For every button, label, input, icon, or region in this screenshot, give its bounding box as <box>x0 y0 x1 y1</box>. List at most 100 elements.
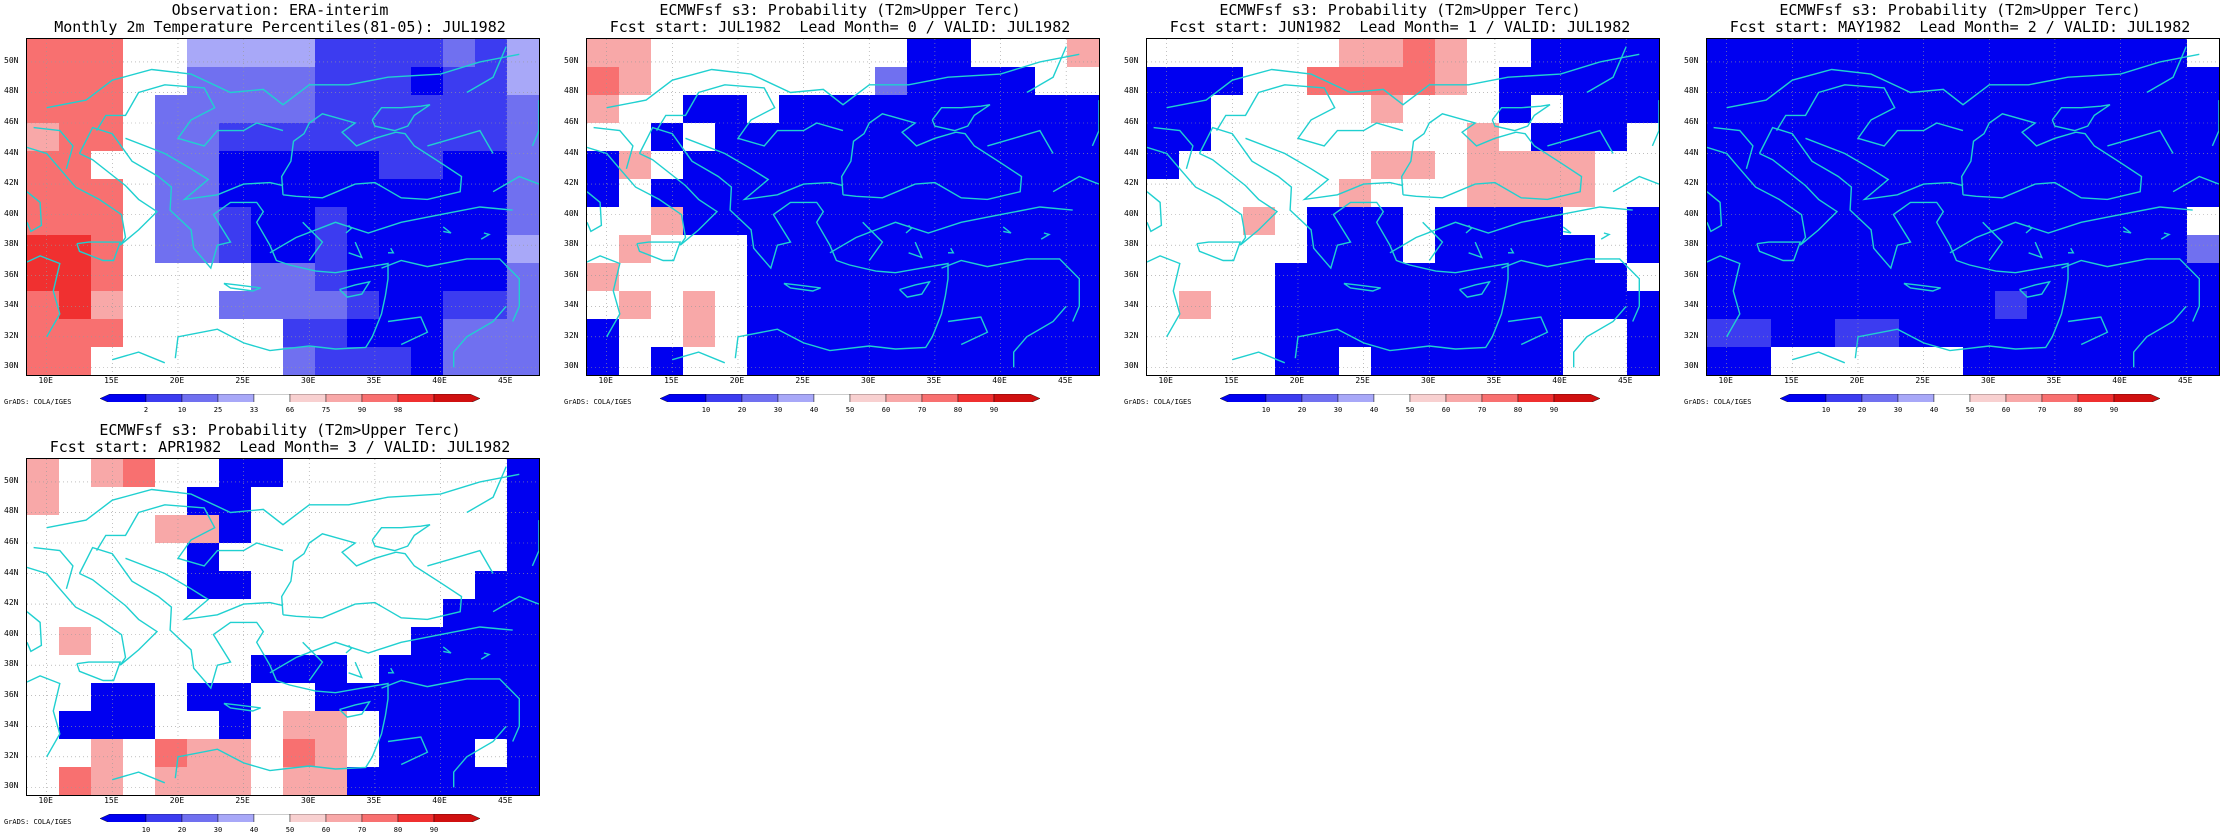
grid-cell <box>651 291 684 320</box>
grid-cell <box>315 347 348 375</box>
colorbar-label: 70 <box>1477 406 1487 414</box>
grid-cell <box>939 67 972 96</box>
grid-cell <box>347 459 380 488</box>
grid-cell <box>2187 39 2219 68</box>
grid-cell <box>1035 151 1068 180</box>
grid-cell <box>507 459 539 488</box>
grid-cell <box>219 95 252 124</box>
grid-cell <box>475 179 508 208</box>
grid-cell <box>843 39 876 68</box>
grid-cell <box>971 207 1004 236</box>
grid-cell <box>1403 207 1436 236</box>
coastline <box>453 305 507 368</box>
grid-cell <box>251 151 284 180</box>
grid-cell <box>651 235 684 264</box>
grid-cell <box>1035 179 1068 208</box>
grid-cell <box>1243 347 1276 375</box>
grid-cell <box>939 123 972 152</box>
colorbar-swatch <box>181 814 219 822</box>
grid-cell <box>2155 347 2188 375</box>
coastline <box>27 566 159 666</box>
colorbar-label: 40 <box>249 826 259 834</box>
grid-cell <box>2027 151 2060 180</box>
grid-cell <box>619 263 652 292</box>
grid-cell <box>1739 291 1772 320</box>
grid-cell <box>1931 319 1964 348</box>
grid-cell <box>1147 67 1180 96</box>
lat-tick-label: 30N <box>564 361 579 371</box>
colorbar-swatch <box>1481 394 1519 402</box>
grid-cell <box>1595 291 1628 320</box>
grid-cell <box>1995 67 2028 96</box>
grid-cell <box>1627 291 1659 320</box>
colorbar-label: 90 <box>1549 406 1559 414</box>
grid-cell <box>651 151 684 180</box>
grid-cell <box>2027 39 2060 68</box>
grid-cell <box>587 123 620 152</box>
colorbar-swatch <box>2077 394 2115 402</box>
colorbar-swatch <box>253 394 291 402</box>
grid-cell <box>219 459 252 488</box>
coastline <box>899 280 932 298</box>
colorbar-swatch <box>217 814 255 822</box>
colorbar-swatch <box>361 394 399 402</box>
grid-cell <box>1499 123 1532 152</box>
grid-cell <box>443 179 476 208</box>
grid-cell <box>283 767 316 795</box>
coastline <box>1052 175 1099 193</box>
grid-cell <box>875 39 908 68</box>
grid-cell <box>91 151 124 180</box>
colorbar-label: 50 <box>1405 406 1415 414</box>
grid-cell <box>587 67 620 96</box>
grid-cell <box>59 487 92 516</box>
grid-cell <box>1739 39 1772 68</box>
grid-cell <box>155 39 188 68</box>
grid-cell <box>1003 39 1036 68</box>
grid-cell <box>1179 347 1212 375</box>
coastline <box>371 104 431 132</box>
grid-cell <box>971 67 1004 96</box>
lon-tick-label: 10E <box>38 376 53 385</box>
grid-cell <box>1867 39 1900 68</box>
grid-cell <box>1147 179 1180 208</box>
grid-cell <box>507 39 539 68</box>
colorbar-label: 90 <box>357 406 367 414</box>
grid-cell <box>1371 39 1404 68</box>
grid-cell <box>1035 67 1068 96</box>
grid-cell <box>347 487 380 516</box>
grid-cell <box>27 459 60 488</box>
grid-cell <box>187 459 220 488</box>
grid-cell <box>1499 291 1532 320</box>
grid-cell <box>123 179 156 208</box>
coastline <box>442 646 452 654</box>
coastline <box>1776 84 1964 147</box>
grid-cell <box>1739 263 1772 292</box>
grid-cell <box>1739 123 1772 152</box>
grid-cell <box>971 263 1004 292</box>
grid-cell <box>1963 347 1996 375</box>
grid-cell <box>971 39 1004 68</box>
lat-tick-label: 30N <box>1124 361 1139 371</box>
grid-cell <box>1307 207 1340 236</box>
grid-cell <box>91 67 124 96</box>
grid-cell <box>1995 291 2028 320</box>
colorbar-swatch <box>145 394 183 402</box>
grid-cell <box>1803 235 1836 264</box>
grid-cell <box>587 151 620 180</box>
title-line-2: Fcst start: JUL1982 Lead Month= 0 / VALI… <box>609 18 1071 36</box>
grid-cell <box>27 67 60 96</box>
grid-cell <box>1771 123 1804 152</box>
grid-cell <box>91 347 124 375</box>
grid-cell <box>779 39 812 68</box>
coastline <box>1147 191 1163 233</box>
grid-cell <box>1467 67 1500 96</box>
coastline <box>656 84 844 147</box>
grid-cell <box>1867 207 1900 236</box>
lat-tick-label: 44N <box>564 147 579 157</box>
grid-cell <box>59 347 92 375</box>
lon-tick-label: 30E <box>1981 376 1996 385</box>
grid-cell <box>27 487 60 516</box>
grid-cell <box>347 515 380 544</box>
coastline <box>1389 206 1633 254</box>
lat-tick-label: 40N <box>1684 208 1699 218</box>
